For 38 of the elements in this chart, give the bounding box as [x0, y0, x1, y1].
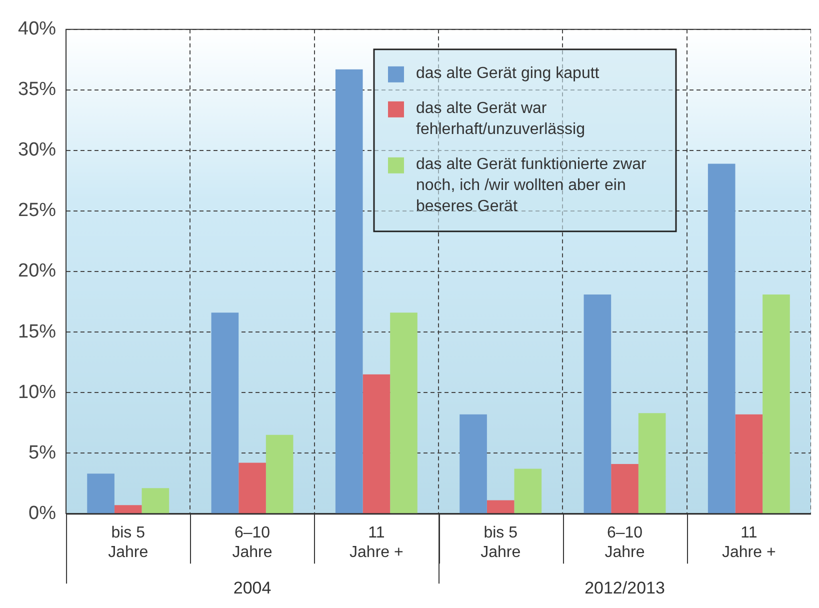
x-tick-label: 6–10 Jahre	[604, 524, 645, 561]
y-tick-label: 0%	[28, 502, 56, 524]
y-tick-label: 5%	[28, 442, 56, 464]
x-tick-label: bis 5 Jahre	[480, 524, 521, 561]
x-tick-label: bis 5 Jahre	[108, 524, 148, 561]
y-tick-label: 20%	[18, 260, 56, 282]
legend-label: das alte Gerät war fehlerhaft/unzuverlässig	[416, 100, 585, 138]
y-tick-label: 10%	[18, 382, 56, 403]
bar	[708, 164, 736, 514]
bar	[514, 468, 542, 514]
bar	[390, 312, 418, 514]
bar	[238, 462, 266, 514]
bar	[142, 488, 170, 514]
bar	[266, 434, 294, 514]
y-tick-label: 40%	[18, 18, 56, 40]
x-tick-label: 11 Jahre +	[350, 524, 404, 561]
bar	[335, 69, 363, 514]
bar	[762, 294, 790, 514]
y-tick-label: 15%	[18, 321, 56, 342]
bar	[638, 413, 666, 514]
x-tick-label: 11 Jahre +	[722, 524, 776, 561]
text: 2004	[233, 578, 272, 598]
bar	[735, 414, 763, 514]
bar	[211, 312, 239, 514]
legend-label: das alte Gerät funktionierte zwar noch, ich /wir wollten aber ein beseres Gerät	[416, 156, 648, 215]
y-tick-label: 30%	[18, 140, 56, 161]
bar	[584, 294, 612, 514]
bar	[460, 414, 487, 514]
y-tick-label: 25%	[18, 200, 56, 222]
y-tick-label: 35%	[18, 79, 56, 100]
bar	[486, 500, 514, 514]
bar	[611, 464, 638, 514]
bar	[87, 474, 114, 514]
bar	[114, 505, 142, 514]
bar	[362, 374, 390, 514]
x-tick-label: 6–10 Jahre	[232, 524, 272, 561]
legend-label: das alte Gerät ging kaputt	[416, 64, 600, 82]
text: 2012/2013	[584, 578, 665, 598]
